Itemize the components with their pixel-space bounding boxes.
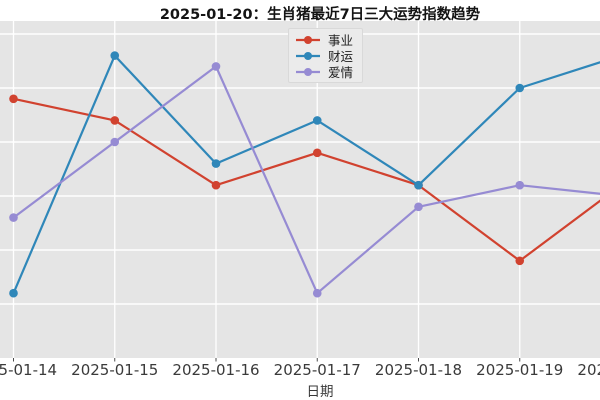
- data-point-财运: [515, 83, 525, 93]
- data-point-爱情: [312, 288, 322, 298]
- data-point-事业: [211, 180, 221, 190]
- legend-item-财运: 财运: [295, 48, 354, 64]
- x-tick-label: 2025-01-15: [71, 361, 159, 379]
- data-point-爱情: [515, 180, 525, 190]
- data-point-爱情: [414, 202, 423, 212]
- x-tick-label: 2025-01-14: [0, 361, 58, 379]
- x-tick-label: 2025-01-16: [172, 361, 260, 379]
- x-tick-label: 2025-01-18: [374, 361, 463, 379]
- legend-item-爱情: 爱情: [295, 64, 354, 80]
- data-point-爱情: [211, 62, 221, 71]
- data-point-事业: [515, 256, 525, 266]
- x-tick-label: 2025-01-17: [273, 361, 361, 379]
- legend-item-事业: 事业: [295, 32, 354, 48]
- legend-label: 爱情: [328, 65, 354, 80]
- legend-swatch-icon: [296, 67, 320, 76]
- data-point-财运: [414, 180, 423, 190]
- data-point-事业: [110, 116, 120, 125]
- data-point-财运: [312, 116, 322, 125]
- legend-label: 事业: [328, 33, 354, 48]
- data-point-财运: [211, 159, 221, 168]
- legend-label: 财运: [328, 49, 354, 64]
- data-point-财运: [9, 288, 18, 298]
- x-tick-label: 2025-01-20: [577, 361, 600, 379]
- legend-swatch-icon: [296, 51, 320, 60]
- legend-swatch-icon: [296, 35, 320, 44]
- chart-title: 2025-01-20：生肖猪最近7日三大运势指数趋势: [159, 7, 481, 23]
- x-tick-label: 2025-01-19: [476, 361, 564, 379]
- data-point-爱情: [9, 213, 18, 222]
- data-point-事业: [312, 148, 322, 158]
- data-point-爱情: [110, 137, 120, 147]
- x-axis-title: 日期: [306, 384, 334, 400]
- data-point-事业: [9, 94, 18, 104]
- legend: 事业 财运 爱情: [288, 28, 364, 83]
- data-point-财运: [110, 51, 120, 60]
